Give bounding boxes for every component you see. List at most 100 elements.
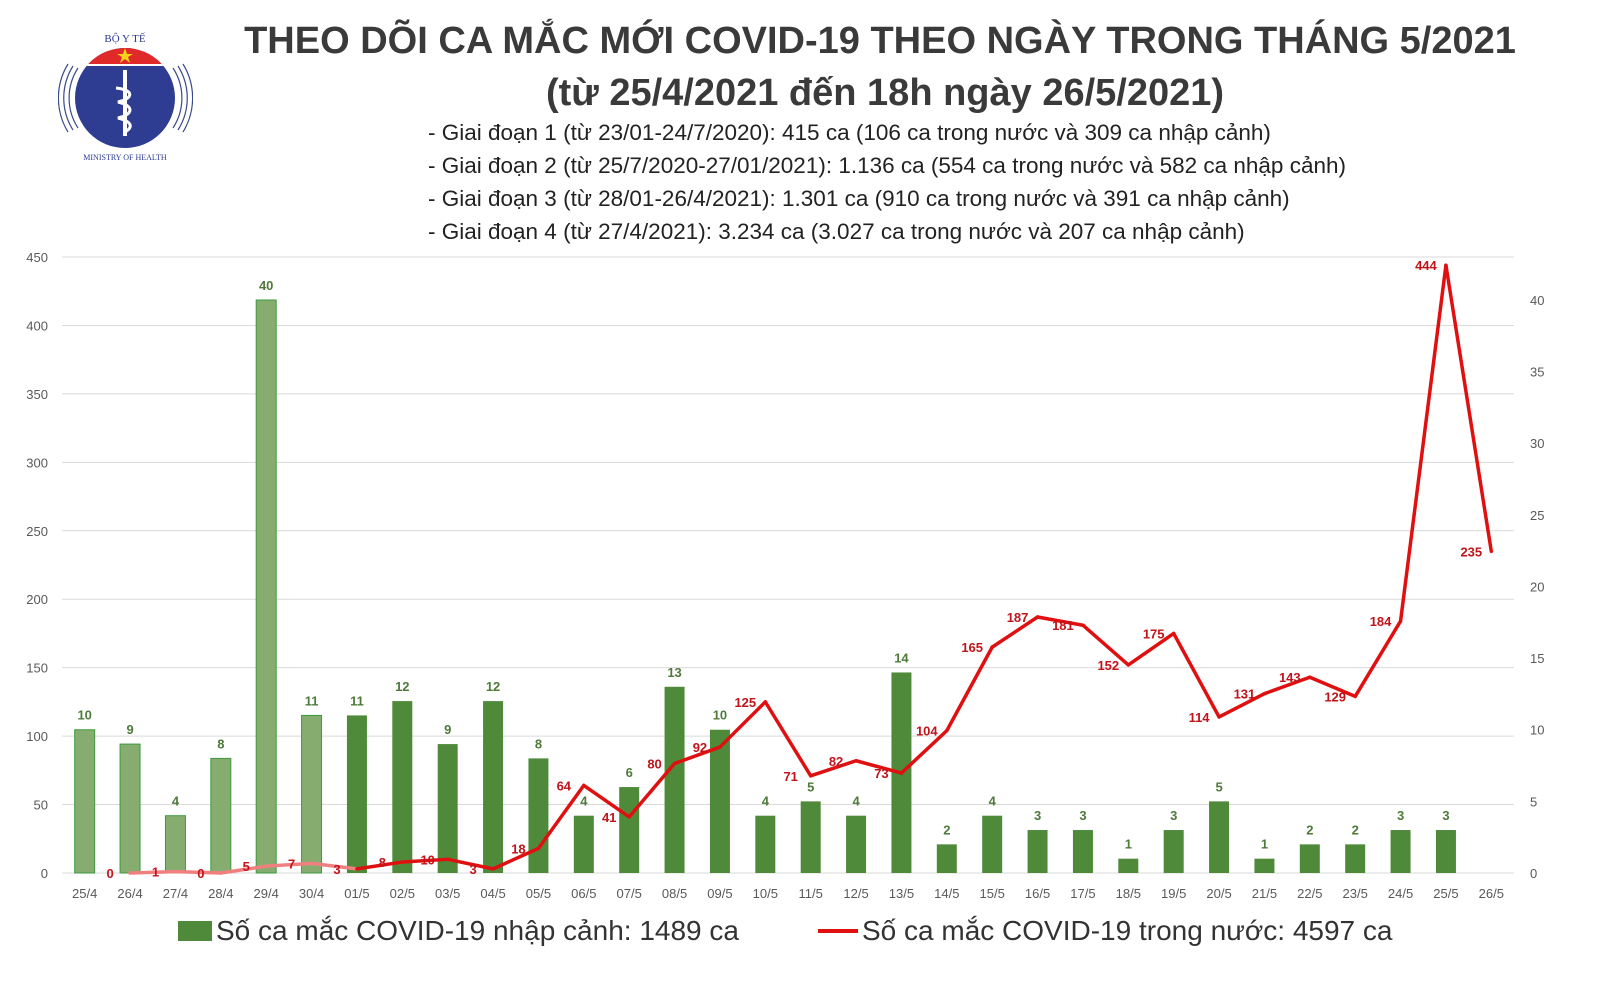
bar-data-label: 8: [535, 736, 542, 751]
bar-data-label: 14: [894, 650, 909, 665]
line-segment-domestic: [808, 759, 858, 778]
bar-data-label: 9: [444, 722, 451, 737]
bar-data-label: 12: [395, 679, 409, 694]
line-data-label: 0: [197, 866, 204, 881]
line-segment-domestic: [1353, 619, 1403, 699]
bar-data-label: 2: [1306, 822, 1313, 837]
line-segment-domestic: [536, 783, 586, 851]
bar-imported: [1072, 830, 1093, 873]
bar-data-label: 3: [1170, 808, 1177, 823]
legend-label-imported: Số ca mắc COVID-19 nhập cảnh: 1489 ca: [216, 915, 739, 946]
line-segment-domestic: [1262, 675, 1312, 696]
bar-imported: [437, 744, 458, 873]
bar-data-label: 8: [217, 736, 224, 751]
line-data-label: 131: [1234, 687, 1256, 702]
line-segment-domestic: [491, 846, 541, 871]
left-axis-tick-label: 100: [26, 729, 48, 744]
line-data-label: 444: [1415, 258, 1437, 273]
line-data-label: 152: [1097, 658, 1119, 673]
bar-imported: [119, 743, 141, 874]
line-data-label: 92: [693, 740, 707, 755]
bar-data-label: 12: [486, 679, 500, 694]
right-axis-tick-label: 0: [1530, 866, 1537, 881]
bar-imported: [709, 729, 730, 873]
x-axis-tick-label: 19/5: [1161, 886, 1186, 901]
line-data-label: 114: [1189, 710, 1211, 725]
x-axis-tick-label: 03/5: [435, 886, 460, 901]
right-axis-tick-label: 35: [1530, 365, 1544, 380]
right-axis-tick-label: 10: [1530, 723, 1544, 738]
bar-data-label: 1: [1261, 837, 1268, 852]
left-axis-tick-label: 200: [26, 592, 48, 607]
line-data-label: 5: [243, 859, 250, 874]
line-data-label: 7: [288, 856, 295, 871]
left-axis-tick-label: 150: [26, 661, 48, 676]
x-axis-tick-label: 22/5: [1297, 886, 1322, 901]
line-data-label: 187: [1007, 610, 1029, 625]
line-segment-domestic: [990, 615, 1040, 649]
bar-imported: [1254, 858, 1275, 873]
line-data-label: 18: [511, 841, 525, 856]
line-segment-domestic: [1171, 631, 1221, 719]
left-axis-tick-label: 400: [26, 318, 48, 333]
bar-imported: [664, 686, 685, 873]
x-axis-tick-label: 28/4: [208, 886, 233, 901]
line-data-label: 82: [829, 754, 843, 769]
bar-data-label: 9: [126, 722, 133, 737]
line-segment-domestic: [1081, 623, 1131, 667]
x-axis-tick-label: 13/5: [889, 886, 914, 901]
x-axis-tick-label: 26/5: [1479, 886, 1504, 901]
line-segment-domestic: [400, 857, 450, 864]
legend-label-domestic: Số ca mắc COVID-19 trong nước: 4597 ca: [862, 915, 1393, 946]
line-data-label: 235: [1460, 544, 1482, 559]
bar-data-label: 5: [807, 779, 814, 794]
legend-item-imported: Số ca mắc COVID-19 nhập cảnh: 1489 ca: [178, 915, 739, 947]
bar-imported: [1435, 830, 1456, 873]
line-data-label: 143: [1279, 670, 1301, 685]
bar-imported: [936, 844, 957, 873]
line-segment-domestic: [264, 861, 314, 868]
bar-imported: [1163, 830, 1184, 873]
line-segment-domestic: [672, 745, 722, 766]
line-segment-domestic: [899, 728, 949, 775]
phase-3-text: - Giai đoạn 3 (từ 28/01-26/4/2021): 1.30…: [428, 186, 1290, 211]
svg-text:BỘ Y TẾ: BỘ Y TẾ: [104, 32, 145, 45]
bar-imported: [1118, 858, 1139, 873]
line-data-label: 71: [783, 769, 797, 784]
bar-imported: [982, 815, 1003, 873]
line-data-label: 8: [379, 855, 386, 870]
bar-imported: [483, 701, 504, 873]
bar-imported: [210, 757, 232, 874]
bar-imported: [74, 729, 96, 874]
ministry-of-health-logo: BỘ Y TẾ MINISTRY OF HEALTH: [57, 28, 194, 163]
bar-data-label: 11: [305, 693, 319, 708]
line-data-label: 73: [874, 766, 888, 781]
bar-imported: [573, 815, 594, 873]
x-axis-tick-label: 05/5: [526, 886, 551, 901]
line-data-label: 10: [420, 852, 434, 867]
x-axis-tick-label: 07/5: [617, 886, 642, 901]
line-segment-domestic: [718, 700, 768, 749]
right-axis-tick-label: 40: [1530, 293, 1544, 308]
bar-imported: [1299, 844, 1320, 873]
bar-data-label: 11: [350, 693, 364, 708]
x-axis-tick-label: 01/5: [344, 886, 369, 901]
right-axis-tick-label: 15: [1530, 651, 1544, 666]
x-axis-tick-label: 27/4: [163, 886, 188, 901]
bar-data-label: 40: [259, 278, 273, 293]
left-axis-tick-label: 250: [26, 524, 48, 539]
x-axis-tick-label: 25/4: [72, 886, 97, 901]
x-axis-tick-label: 10/5: [753, 886, 778, 901]
bar-imported: [301, 714, 323, 874]
line-segment-domestic: [1126, 631, 1176, 667]
line-segment-domestic: [627, 761, 677, 819]
line-data-label: 129: [1324, 689, 1346, 704]
bar-data-label: 1: [1125, 837, 1132, 852]
x-axis-tick-label: 24/5: [1388, 886, 1413, 901]
phase-2-text: - Giai đoạn 2 (từ 25/7/2020-27/01/2021):…: [428, 153, 1346, 178]
bar-imported: [1345, 844, 1366, 873]
x-axis-tick-label: 02/5: [390, 886, 415, 901]
line-segment-domestic: [309, 861, 359, 871]
line-segment-domestic: [763, 700, 813, 778]
